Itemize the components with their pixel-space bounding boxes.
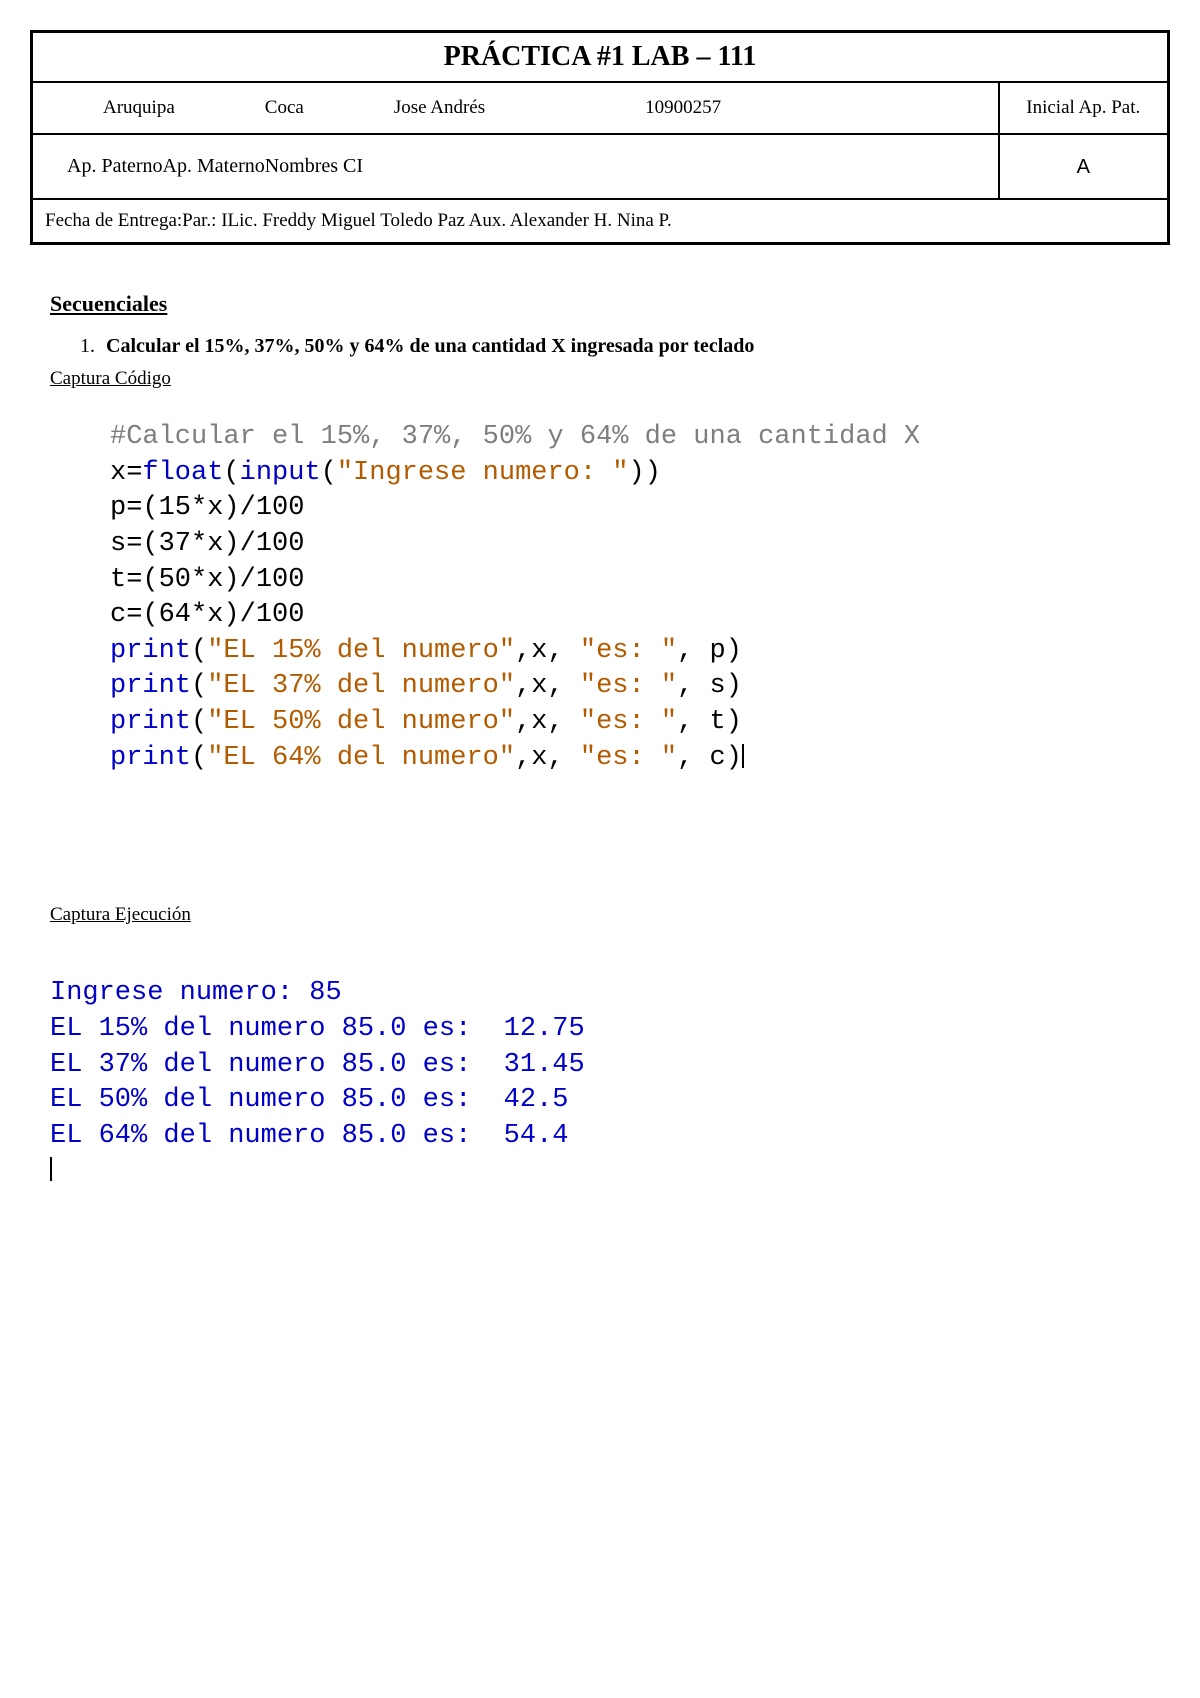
exec-line: EL 50% del numero 85.0 es: 42.5 <box>50 1085 568 1115</box>
initial-label: Inicial Ap. Pat. <box>999 82 1169 134</box>
exec-line: EL 64% del numero 85.0 es: 54.4 <box>50 1121 568 1151</box>
code-string: "es: " <box>580 707 677 737</box>
ap-paterno: Aruquipa <box>103 97 175 119</box>
code-string: "es: " <box>580 671 677 701</box>
code-string: "EL 37% del numero" <box>207 671 515 701</box>
ci: 10900257 <box>645 97 721 119</box>
caption-exec: Captura Ejecución <box>50 904 1170 926</box>
problem-list: Calcular el 15%, 37%, 50% y 64% de una c… <box>72 335 1170 358</box>
section-title: Secuenciales <box>50 291 1170 317</box>
code-func: float <box>142 458 223 488</box>
code-text: ( <box>191 636 207 666</box>
code-comment: #Calcular el 15%, 37%, 50% y 64% de una … <box>110 422 920 452</box>
code-string: "EL 64% del numero" <box>207 743 515 773</box>
caption-code: Captura Código <box>50 368 1170 390</box>
code-text: , c) <box>677 743 742 773</box>
code-string: "EL 15% del numero" <box>207 636 515 666</box>
student-names-cell: Aruquipa Coca Jose Andrés 10900257 <box>32 82 999 134</box>
code-string: "Ingrese numero: " <box>337 458 629 488</box>
code-text: x= <box>110 458 142 488</box>
code-func: input <box>240 458 321 488</box>
code-string: "es: " <box>580 743 677 773</box>
code-text: ( <box>191 743 207 773</box>
exec-line: EL 37% del numero 85.0 es: 31.45 <box>50 1050 585 1080</box>
code-text: ,x, <box>515 707 580 737</box>
code-string: "EL 50% del numero" <box>207 707 515 737</box>
code-func: print <box>110 671 191 701</box>
code-line: t=(50*x)/100 <box>110 565 304 595</box>
code-text: ,x, <box>515 636 580 666</box>
code-text: , t) <box>677 707 742 737</box>
code-string: "es: " <box>580 636 677 666</box>
code-text: ( <box>191 707 207 737</box>
nombres: Jose Andrés <box>394 97 485 119</box>
code-line: c=(64*x)/100 <box>110 600 304 630</box>
exec-line: Ingrese numero: 85 <box>50 978 342 1008</box>
code-line: s=(37*x)/100 <box>110 529 304 559</box>
code-text: ,x, <box>515 743 580 773</box>
initial-letter: A <box>999 134 1169 199</box>
code-func: print <box>110 743 191 773</box>
code-text: ( <box>223 458 239 488</box>
text-cursor-icon <box>50 1157 52 1181</box>
exec-line: EL 15% del numero 85.0 es: 12.75 <box>50 1014 585 1044</box>
doc-title: PRÁCTICA #1 LAB – 111 <box>32 32 1169 83</box>
code-text: ( <box>191 671 207 701</box>
code-screenshot: #Calcular el 15%, 37%, 50% y 64% de una … <box>110 420 1170 776</box>
delivery-info: Fecha de Entrega:Par.: ILic. Freddy Migu… <box>32 199 1169 244</box>
exec-screenshot: Ingrese numero: 85 EL 15% del numero 85.… <box>50 976 1170 1190</box>
header-table: PRÁCTICA #1 LAB – 111 Aruquipa Coca Jose… <box>30 30 1170 245</box>
code-text: )) <box>629 458 661 488</box>
text-cursor-icon <box>742 744 744 768</box>
code-text: ,x, <box>515 671 580 701</box>
ap-materno: Coca <box>265 97 304 119</box>
code-text: , s) <box>677 671 742 701</box>
code-func: print <box>110 636 191 666</box>
problem-1: Calcular el 15%, 37%, 50% y 64% de una c… <box>100 335 1170 358</box>
code-text: , p) <box>677 636 742 666</box>
field-labels: Ap. PaternoAp. MaternoNombres CI <box>32 134 999 199</box>
code-line: p=(15*x)/100 <box>110 493 304 523</box>
code-func: print <box>110 707 191 737</box>
code-text: ( <box>321 458 337 488</box>
